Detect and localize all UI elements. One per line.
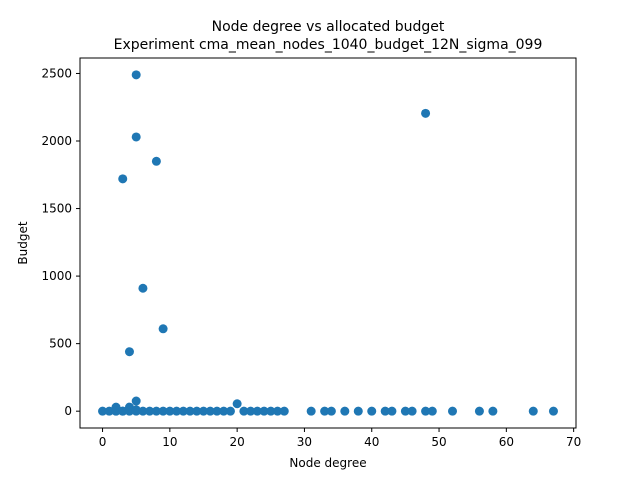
data-point [165, 406, 175, 416]
data-point [353, 406, 363, 416]
y-tick-label: 2500 [41, 66, 72, 80]
data-point [320, 406, 330, 416]
data-point [259, 406, 269, 416]
x-tick-label: 20 [230, 435, 245, 449]
data-point [205, 406, 215, 416]
data-point [400, 406, 410, 416]
chart-title: Node degree vs allocated budget [212, 19, 445, 35]
data-point [427, 406, 437, 416]
data-point [306, 406, 316, 416]
data-point [199, 406, 208, 416]
data-point [340, 406, 350, 416]
data-point [131, 70, 141, 80]
y-tick-label: 1000 [41, 269, 72, 283]
data-point [172, 406, 182, 416]
data-point [421, 406, 431, 416]
data-point [104, 406, 114, 416]
y-tick-label: 1500 [41, 202, 72, 216]
data-point [118, 406, 128, 416]
data-point [131, 396, 141, 406]
data-point [421, 108, 431, 118]
data-point [192, 406, 202, 416]
data-point [246, 406, 256, 416]
data-point [326, 406, 336, 416]
y-axis-label: Budget [16, 221, 30, 264]
data-point [131, 132, 141, 142]
data-point [111, 406, 121, 416]
data-point [232, 399, 242, 409]
data-point [239, 406, 249, 416]
data-point [488, 406, 498, 416]
chart-subtitle: Experiment cma_mean_nodes_1040_budget_12… [114, 37, 543, 53]
data-point [185, 406, 195, 416]
y-axis-ticks: 0 500 1000 1500 2000 2500 [41, 66, 80, 418]
x-tick-label: 30 [297, 435, 312, 449]
x-tick-label: 60 [499, 435, 514, 449]
data-point [279, 406, 289, 416]
data-point [266, 406, 276, 416]
data-point [219, 406, 229, 416]
x-tick-label: 40 [364, 435, 379, 449]
data-point [151, 406, 161, 416]
x-tick-label: 10 [162, 435, 177, 449]
data-point [448, 406, 457, 416]
data-point [178, 406, 188, 416]
x-axis-ticks: 0 10 20 30 40 50 60 70 [99, 428, 581, 449]
data-point [158, 324, 168, 334]
y-tick-label: 500 [49, 337, 72, 351]
x-axis-label: Node degree [289, 456, 366, 470]
plot-area-frame [79, 57, 577, 429]
data-point [548, 406, 558, 416]
data-point [145, 406, 155, 416]
data-point [387, 406, 397, 416]
y-tick-label: 0 [64, 404, 72, 418]
y-tick-label: 2000 [41, 134, 72, 148]
data-point [225, 406, 235, 416]
data-point [118, 174, 128, 184]
data-point [212, 406, 222, 416]
data-point [138, 283, 148, 293]
data-point [528, 406, 538, 416]
data-point [124, 347, 134, 357]
x-tick-label: 70 [566, 435, 581, 449]
data-point [131, 406, 141, 416]
x-tick-label: 0 [99, 435, 107, 449]
data-point [124, 406, 134, 416]
data-point [151, 156, 161, 166]
scatter-points [98, 70, 558, 416]
x-tick-label: 50 [431, 435, 446, 449]
data-point [474, 406, 484, 416]
data-point [367, 406, 377, 416]
data-point [158, 406, 168, 416]
data-point [98, 406, 108, 416]
data-point [252, 406, 262, 416]
data-point [273, 406, 283, 416]
data-point [407, 406, 417, 416]
data-point [138, 406, 148, 416]
data-point [380, 406, 390, 416]
